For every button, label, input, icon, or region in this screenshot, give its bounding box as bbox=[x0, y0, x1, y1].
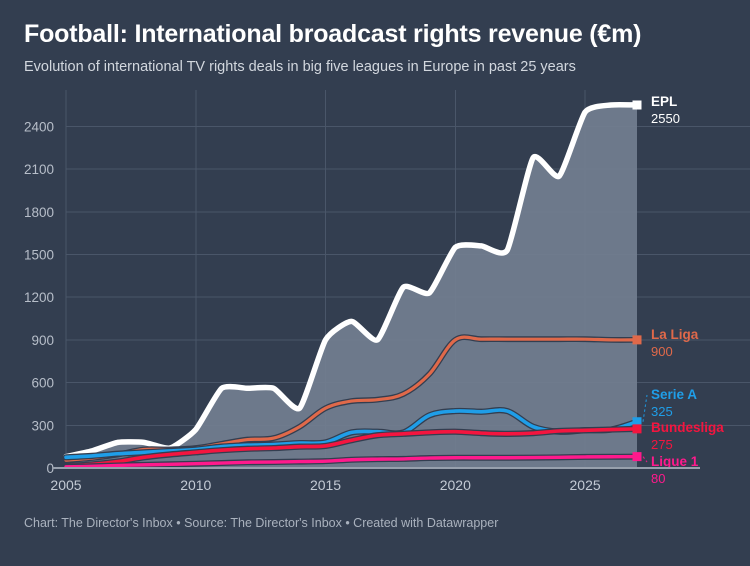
series-end-markers-group bbox=[632, 100, 642, 462]
y-axis-ticks: 0 300 600 900 1200 1500 1800 2100 2400 bbox=[24, 119, 54, 476]
y-axis-tick-label: 300 bbox=[31, 418, 54, 433]
series-label-value-ligue-1: 80 bbox=[651, 471, 665, 486]
y-axis-tick-label: 0 bbox=[46, 461, 54, 476]
series-label-name-bundesliga[interactable]: Bundesliga bbox=[651, 420, 724, 435]
area-fill-epl bbox=[66, 104, 637, 468]
series-endpoint-marker-epl bbox=[632, 100, 642, 110]
y-axis-tick-label: 1500 bbox=[24, 247, 54, 262]
series-line-ligue-1[interactable] bbox=[64, 454, 639, 469]
series-endpoint-marker-bundesliga bbox=[632, 424, 642, 434]
series-endpoint-marker-serie-a bbox=[632, 417, 642, 427]
y-axis-tick-label: 1200 bbox=[24, 290, 54, 305]
x-axis-ticks: 2005 2010 2015 2020 2025 bbox=[50, 477, 600, 493]
series-label-value-serie-a: 325 bbox=[651, 404, 673, 419]
series-label-name-la-liga[interactable]: La Liga bbox=[651, 327, 699, 342]
chart-footer-credit: Chart: The Director's Inbox • Source: Th… bbox=[24, 516, 499, 530]
y-axis-tick-label: 1800 bbox=[24, 205, 54, 220]
page-title: Football: International broadcast rights… bbox=[24, 20, 642, 48]
series-endpoint-marker-ligue-1 bbox=[632, 452, 642, 462]
series-label-value-bundesliga: 275 bbox=[651, 437, 673, 452]
y-axis-tick-label: 2100 bbox=[24, 162, 54, 177]
series-line-serie-a[interactable] bbox=[64, 408, 639, 460]
area-fills-group bbox=[66, 104, 637, 468]
series-label-name-epl[interactable]: EPL bbox=[651, 94, 677, 109]
series-label-name-serie-a[interactable]: Serie A bbox=[651, 387, 697, 402]
series-lines-group bbox=[62, 101, 641, 470]
series-label-value-epl: 2550 bbox=[651, 111, 680, 126]
x-axis-tick-label: 2020 bbox=[440, 477, 471, 493]
series-label-name-ligue-1[interactable]: Ligue 1 bbox=[651, 454, 699, 469]
series-endpoint-marker-la-liga bbox=[632, 335, 642, 345]
y-axis-tick-label: 900 bbox=[31, 333, 54, 348]
x-axis-tick-label: 2015 bbox=[310, 477, 341, 493]
series-line-bundesliga[interactable] bbox=[64, 427, 639, 468]
series-leader-line-serie-a bbox=[642, 394, 648, 422]
series-label-value-la-liga: 900 bbox=[651, 344, 673, 359]
y-axis-tick-label: 600 bbox=[31, 376, 54, 391]
x-axis-tick-label: 2025 bbox=[570, 477, 601, 493]
x-axis-tick-label: 2005 bbox=[50, 477, 81, 493]
series-leader-line-ligue-1 bbox=[642, 456, 648, 463]
chart-subtitle: Evolution of international TV rights dea… bbox=[24, 59, 576, 75]
y-axis-tick-label: 2400 bbox=[24, 119, 54, 134]
x-axis-tick-label: 2010 bbox=[180, 477, 211, 493]
